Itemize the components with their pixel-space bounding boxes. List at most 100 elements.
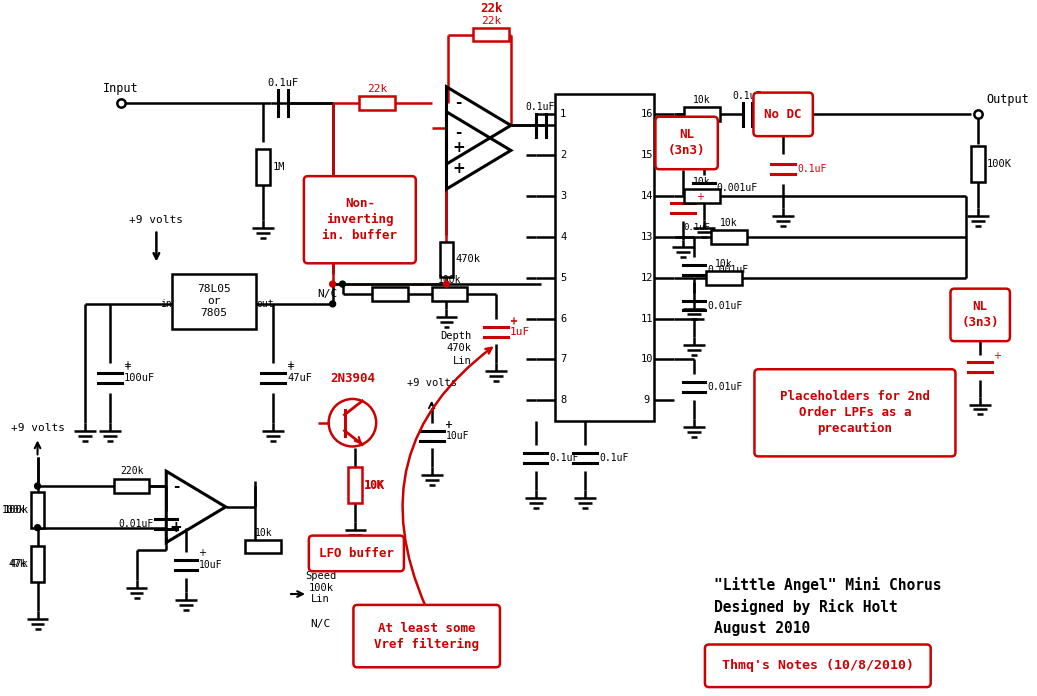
Text: +: + — [445, 420, 452, 429]
Circle shape — [330, 281, 336, 287]
Text: 1uF: 1uF — [510, 326, 530, 337]
Bar — [684, 189, 720, 203]
Text: 22k: 22k — [481, 15, 501, 26]
Text: 7: 7 — [560, 354, 566, 365]
FancyBboxPatch shape — [354, 605, 500, 667]
Text: out: out — [256, 299, 274, 309]
FancyBboxPatch shape — [655, 117, 718, 169]
Text: 78L05
or
7805: 78L05 or 7805 — [197, 285, 230, 317]
Text: N/C: N/C — [317, 289, 338, 299]
Text: Non-
inverting
in. buffer: Non- inverting in. buffer — [323, 197, 397, 242]
Text: 3: 3 — [560, 191, 566, 201]
Text: 22k: 22k — [480, 2, 502, 15]
Text: 10k: 10k — [693, 177, 710, 187]
Text: +: + — [445, 420, 452, 429]
Bar — [114, 479, 149, 493]
Text: 100K: 100K — [987, 159, 1012, 169]
Bar — [431, 287, 468, 301]
Text: 0.1uF: 0.1uF — [268, 78, 299, 88]
Text: +: + — [696, 192, 704, 202]
FancyBboxPatch shape — [951, 289, 1010, 341]
Bar — [473, 28, 509, 42]
Text: 0.001uF: 0.001uF — [717, 183, 758, 193]
Text: August 2010: August 2010 — [713, 621, 810, 635]
Text: 1: 1 — [560, 109, 566, 120]
Text: 10k: 10k — [693, 95, 710, 106]
Text: 8: 8 — [560, 395, 566, 405]
Text: 16: 16 — [640, 109, 652, 120]
Bar — [360, 96, 395, 110]
Text: 100k: 100k — [438, 275, 461, 285]
FancyBboxPatch shape — [755, 370, 955, 457]
Text: -: - — [455, 95, 461, 111]
Bar — [31, 492, 45, 528]
Text: 10k: 10k — [720, 218, 737, 228]
Text: +9 volts: +9 volts — [130, 214, 184, 225]
Text: Output: Output — [986, 93, 1029, 106]
Text: +: + — [170, 520, 183, 535]
Text: Thmq's Notes (10/8/2010): Thmq's Notes (10/8/2010) — [722, 659, 914, 672]
Text: Input: Input — [103, 82, 139, 95]
Text: +9 volts: +9 volts — [10, 422, 64, 433]
Text: 11: 11 — [640, 314, 652, 324]
Bar — [256, 150, 271, 185]
Text: 10uF: 10uF — [199, 560, 223, 570]
Text: Lin: Lin — [452, 356, 471, 366]
Text: 0.01uF: 0.01uF — [118, 519, 153, 529]
Bar — [348, 467, 362, 503]
Bar — [706, 271, 741, 285]
Text: in: in — [161, 299, 172, 309]
Text: +: + — [509, 317, 516, 326]
Text: -: - — [455, 125, 461, 140]
Text: NL
(3n3): NL (3n3) — [668, 129, 705, 157]
Text: 12: 12 — [640, 273, 652, 283]
Text: +9 volts: +9 volts — [407, 378, 456, 388]
Text: At least some
Vref filtering: At least some Vref filtering — [374, 622, 479, 651]
Text: +: + — [286, 362, 295, 372]
Text: 100k: 100k — [2, 505, 26, 515]
Text: -: - — [173, 479, 179, 493]
Text: 220k: 220k — [120, 466, 143, 476]
Text: No DC: No DC — [764, 108, 802, 121]
Text: 47k: 47k — [10, 560, 29, 569]
Text: 5: 5 — [560, 273, 566, 283]
Text: 1M: 1M — [273, 162, 285, 172]
Text: 0.1uF: 0.1uF — [797, 164, 826, 174]
Text: 2: 2 — [560, 150, 566, 160]
Circle shape — [444, 281, 449, 287]
Text: NL
(3n3): NL (3n3) — [961, 301, 999, 329]
Text: 10K: 10K — [364, 479, 386, 491]
Circle shape — [339, 281, 345, 287]
Text: 0.1uF: 0.1uF — [550, 453, 579, 464]
Text: +: + — [122, 362, 131, 372]
Text: Speed
100k
Lin: Speed 100k Lin — [305, 571, 336, 604]
Text: LFO buffer: LFO buffer — [319, 547, 394, 560]
Text: +: + — [509, 316, 516, 326]
Text: 47k: 47k — [8, 560, 26, 569]
Circle shape — [34, 483, 40, 489]
Bar — [440, 242, 453, 277]
Bar — [684, 107, 720, 121]
Text: 14: 14 — [640, 191, 652, 201]
FancyBboxPatch shape — [309, 536, 404, 571]
Text: 0.1uF: 0.1uF — [599, 453, 628, 464]
Circle shape — [330, 301, 336, 307]
Circle shape — [34, 525, 40, 530]
FancyBboxPatch shape — [705, 644, 930, 687]
Text: Depth: Depth — [440, 331, 471, 340]
Text: 22k: 22k — [367, 84, 387, 94]
Text: +: + — [198, 548, 206, 558]
Text: 0.1uF: 0.1uF — [733, 90, 762, 100]
Text: 2N3904: 2N3904 — [330, 372, 375, 385]
Text: 47uF: 47uF — [287, 373, 312, 383]
Text: N/C: N/C — [311, 619, 331, 628]
Text: 13: 13 — [640, 232, 652, 242]
Text: +: + — [286, 361, 295, 370]
Bar — [31, 546, 45, 582]
Bar — [711, 230, 747, 244]
Text: +: + — [452, 161, 465, 176]
Text: 6: 6 — [560, 314, 566, 324]
Bar — [172, 274, 256, 329]
Text: Designed by Rick Holt: Designed by Rick Holt — [713, 599, 898, 615]
Text: 9: 9 — [643, 395, 649, 405]
